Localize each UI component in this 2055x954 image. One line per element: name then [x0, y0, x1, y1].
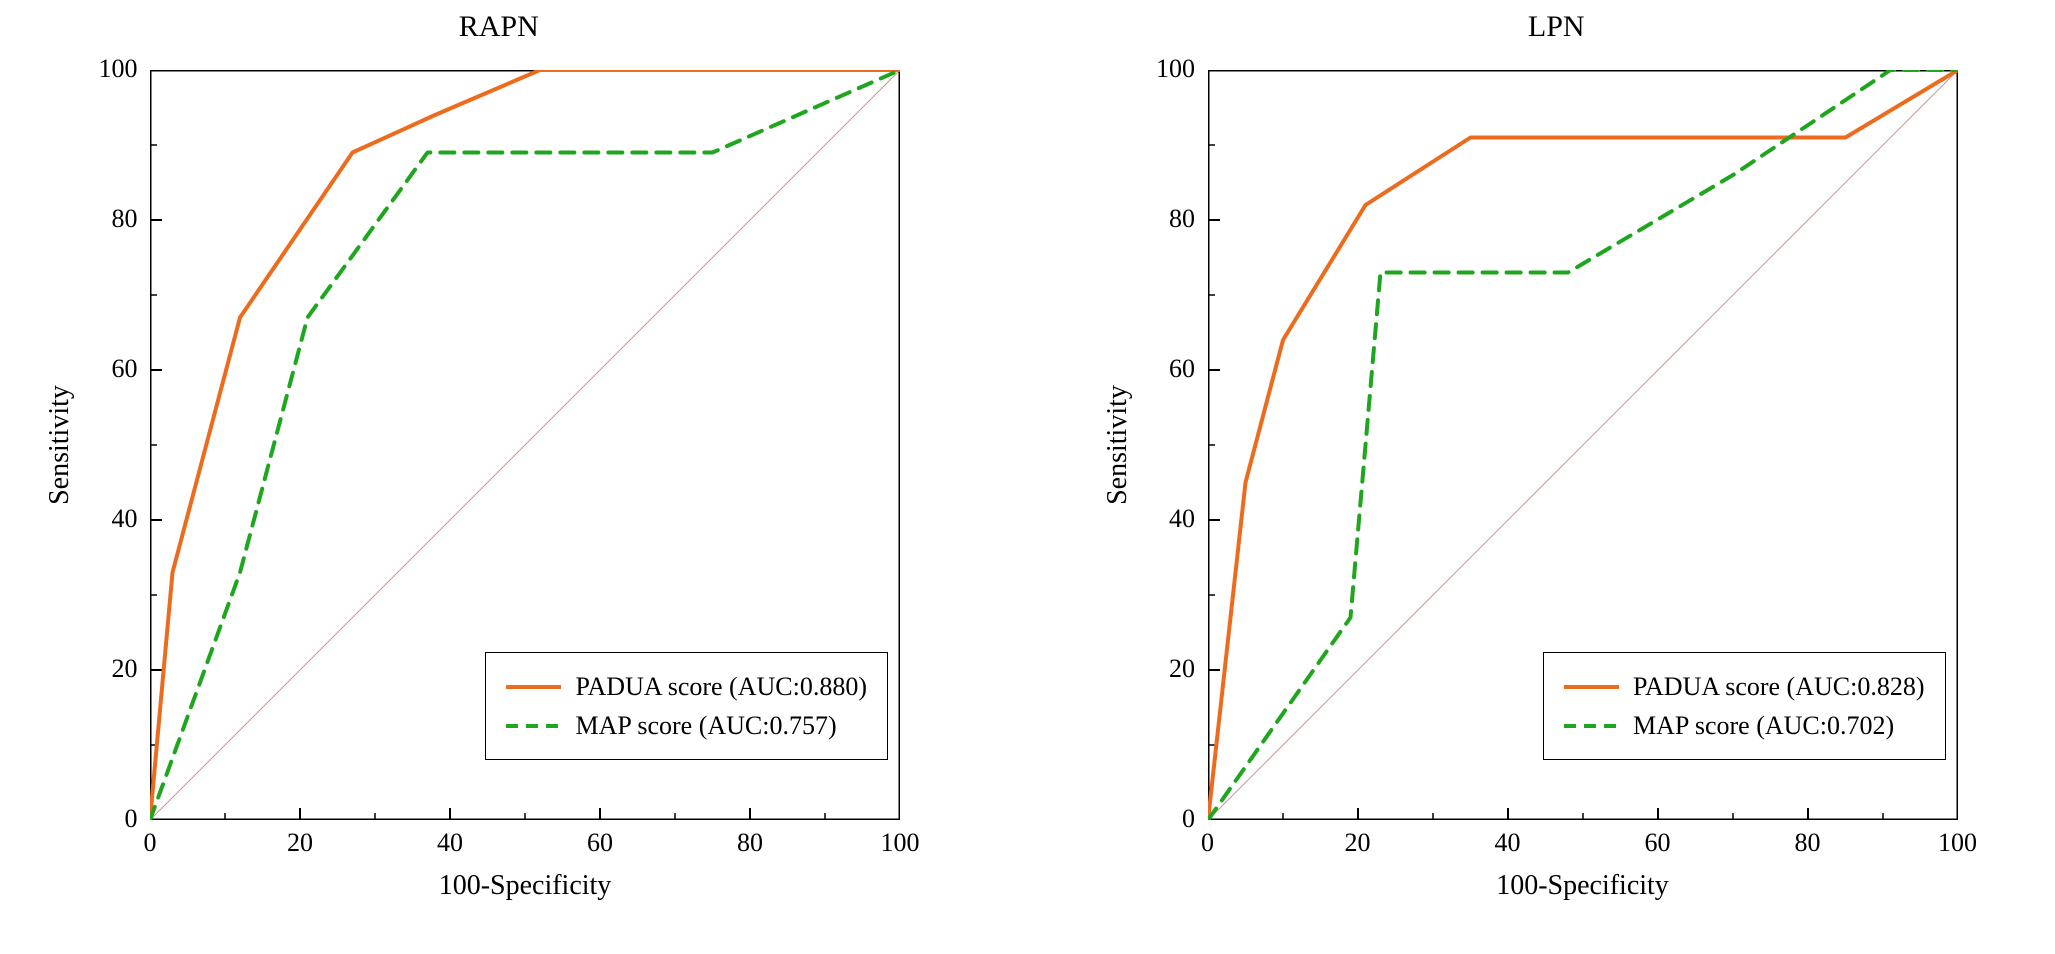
- x-tick-label: 40: [1488, 828, 1528, 858]
- legend-swatch-solid: [506, 685, 561, 689]
- legend-rapn: PADUA score (AUC:0.880) MAP score (AUC:0…: [485, 652, 888, 760]
- x-tick-label: 80: [730, 828, 770, 858]
- figure: RAPN Sensitivity 100-Specificity PADUA s…: [0, 0, 2055, 954]
- x-tick-label: 60: [1638, 828, 1678, 858]
- legend-lpn: PADUA score (AUC:0.828) MAP score (AUC:0…: [1543, 652, 1946, 760]
- x-axis-label: 100-Specificity: [150, 870, 900, 902]
- x-tick-label: 40: [430, 828, 470, 858]
- panel-rapn: RAPN Sensitivity 100-Specificity PADUA s…: [40, 10, 958, 930]
- legend-swatch-dashed: [506, 724, 561, 728]
- plot-area-rapn: PADUA score (AUC:0.880) MAP score (AUC:0…: [150, 70, 900, 820]
- panel-lpn: LPN Sensitivity 100-Specificity PADUA sc…: [1098, 10, 2016, 930]
- x-axis-label: 100-Specificity: [1208, 870, 1958, 902]
- legend-swatch-dashed: [1564, 724, 1619, 728]
- legend-item-padua: PADUA score (AUC:0.880): [506, 667, 867, 706]
- y-tick-label: 100: [78, 54, 138, 84]
- x-tick-label: 20: [1338, 828, 1378, 858]
- x-tick-label: 60: [580, 828, 620, 858]
- y-tick-label: 60: [78, 354, 138, 384]
- legend-item-map: MAP score (AUC:0.702): [1564, 706, 1925, 745]
- y-tick-label: 100: [1135, 54, 1195, 84]
- y-tick-label: 40: [1135, 504, 1195, 534]
- y-tick-label: 80: [1135, 204, 1195, 234]
- panel-title-lpn: LPN: [1098, 10, 2016, 44]
- y-axis-label: Sensitivity: [40, 70, 80, 820]
- y-tick-label: 80: [78, 204, 138, 234]
- y-axis-label: Sensitivity: [1098, 70, 1138, 820]
- x-tick-label: 100: [1938, 828, 1978, 858]
- y-tick-label: 60: [1135, 354, 1195, 384]
- x-tick-label: 80: [1788, 828, 1828, 858]
- panel-title-rapn: RAPN: [40, 10, 958, 44]
- legend-item-padua: PADUA score (AUC:0.828): [1564, 667, 1925, 706]
- y-tick-label: 0: [1135, 804, 1195, 834]
- legend-swatch-solid: [1564, 685, 1619, 689]
- x-tick-label: 100: [880, 828, 920, 858]
- y-tick-label: 20: [1135, 654, 1195, 684]
- y-tick-label: 40: [78, 504, 138, 534]
- plot-area-lpn: PADUA score (AUC:0.828) MAP score (AUC:0…: [1208, 70, 1958, 820]
- x-tick-label: 20: [280, 828, 320, 858]
- y-tick-label: 0: [78, 804, 138, 834]
- legend-item-map: MAP score (AUC:0.757): [506, 706, 867, 745]
- y-tick-label: 20: [78, 654, 138, 684]
